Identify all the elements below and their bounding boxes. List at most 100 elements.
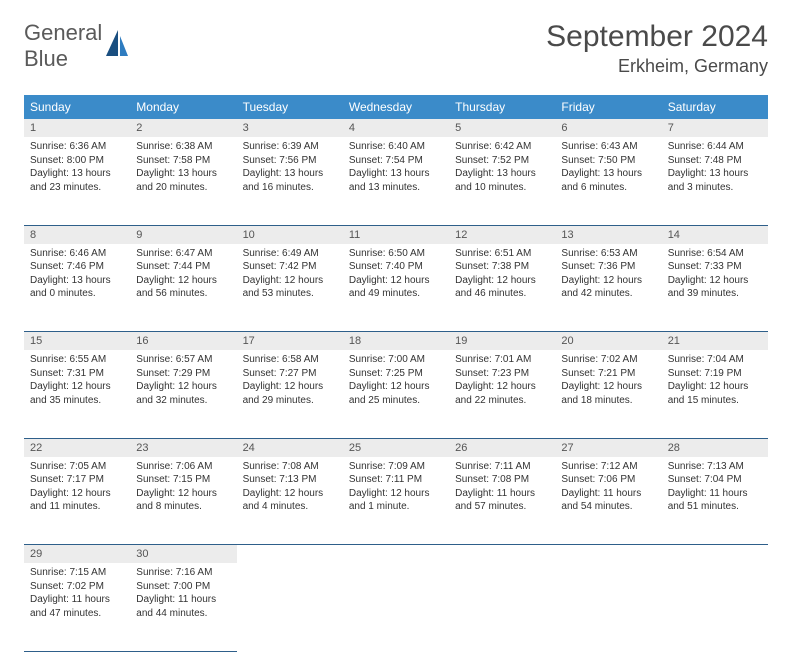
day-number-cell: 4	[343, 119, 449, 137]
day-cell: Sunrise: 6:54 AMSunset: 7:33 PMDaylight:…	[662, 244, 768, 332]
sunset-text: Sunset: 7:21 PM	[561, 367, 655, 381]
day-number-cell	[662, 545, 768, 564]
sunset-text: Sunset: 7:25 PM	[349, 367, 443, 381]
day-number-cell: 13	[555, 225, 661, 244]
day-content: Sunrise: 7:05 AMSunset: 7:17 PMDaylight:…	[24, 457, 130, 520]
sunset-text: Sunset: 7:00 PM	[136, 580, 230, 594]
day-number-cell: 3	[237, 119, 343, 137]
title-block: September 2024 Erkheim, Germany	[546, 20, 768, 77]
sunrise-text: Sunrise: 6:39 AM	[243, 140, 337, 154]
day-number-cell	[237, 545, 343, 564]
sunrise-text: Sunrise: 7:01 AM	[455, 353, 549, 367]
sunset-text: Sunset: 7:54 PM	[349, 154, 443, 168]
daylight-text: Daylight: 13 hours and 16 minutes.	[243, 167, 337, 194]
weekday-header: Tuesday	[237, 95, 343, 119]
day-number-cell: 12	[449, 225, 555, 244]
sunrise-text: Sunrise: 6:44 AM	[668, 140, 762, 154]
sunset-text: Sunset: 7:46 PM	[30, 260, 124, 274]
sunrise-text: Sunrise: 6:47 AM	[136, 247, 230, 261]
sunrise-text: Sunrise: 6:36 AM	[30, 140, 124, 154]
day-number-cell: 23	[130, 438, 236, 457]
daylight-text: Daylight: 11 hours and 57 minutes.	[455, 487, 549, 514]
day-number-cell: 28	[662, 438, 768, 457]
day-cell: Sunrise: 6:46 AMSunset: 7:46 PMDaylight:…	[24, 244, 130, 332]
sunrise-text: Sunrise: 6:53 AM	[561, 247, 655, 261]
sunrise-text: Sunrise: 7:16 AM	[136, 566, 230, 580]
sunrise-text: Sunrise: 7:09 AM	[349, 460, 443, 474]
day-number-cell: 22	[24, 438, 130, 457]
day-content: Sunrise: 6:38 AMSunset: 7:58 PMDaylight:…	[130, 137, 236, 200]
header: General Blue September 2024 Erkheim, Ger…	[24, 20, 768, 77]
sunset-text: Sunset: 7:15 PM	[136, 473, 230, 487]
sunrise-text: Sunrise: 6:50 AM	[349, 247, 443, 261]
day-content: Sunrise: 6:44 AMSunset: 7:48 PMDaylight:…	[662, 137, 768, 200]
daynum-row: 891011121314	[24, 225, 768, 244]
day-cell: Sunrise: 7:02 AMSunset: 7:21 PMDaylight:…	[555, 350, 661, 438]
day-content: Sunrise: 6:57 AMSunset: 7:29 PMDaylight:…	[130, 350, 236, 413]
day-cell: Sunrise: 6:44 AMSunset: 7:48 PMDaylight:…	[662, 137, 768, 225]
daynum-row: 2930	[24, 545, 768, 564]
day-cell: Sunrise: 6:43 AMSunset: 7:50 PMDaylight:…	[555, 137, 661, 225]
sunrise-text: Sunrise: 7:04 AM	[668, 353, 762, 367]
day-number-cell	[555, 545, 661, 564]
sunrise-text: Sunrise: 7:15 AM	[30, 566, 124, 580]
sunrise-text: Sunrise: 6:51 AM	[455, 247, 549, 261]
day-number-cell: 19	[449, 332, 555, 351]
day-content: Sunrise: 6:50 AMSunset: 7:40 PMDaylight:…	[343, 244, 449, 307]
daylight-text: Daylight: 11 hours and 51 minutes.	[668, 487, 762, 514]
weekday-header: Monday	[130, 95, 236, 119]
day-cell: Sunrise: 6:51 AMSunset: 7:38 PMDaylight:…	[449, 244, 555, 332]
day-cell	[237, 563, 343, 651]
day-content: Sunrise: 6:39 AMSunset: 7:56 PMDaylight:…	[237, 137, 343, 200]
daylight-text: Daylight: 12 hours and 49 minutes.	[349, 274, 443, 301]
day-number-cell: 14	[662, 225, 768, 244]
day-number-cell: 6	[555, 119, 661, 137]
sunrise-text: Sunrise: 6:55 AM	[30, 353, 124, 367]
sunrise-text: Sunrise: 7:12 AM	[561, 460, 655, 474]
logo-general: General	[24, 20, 102, 45]
sunset-text: Sunset: 7:08 PM	[455, 473, 549, 487]
day-number-cell: 7	[662, 119, 768, 137]
daylight-text: Daylight: 11 hours and 54 minutes.	[561, 487, 655, 514]
day-cell: Sunrise: 6:55 AMSunset: 7:31 PMDaylight:…	[24, 350, 130, 438]
day-number-cell	[449, 545, 555, 564]
week-row: Sunrise: 7:05 AMSunset: 7:17 PMDaylight:…	[24, 457, 768, 545]
day-number-cell: 30	[130, 545, 236, 564]
day-number-cell: 24	[237, 438, 343, 457]
day-content: Sunrise: 7:06 AMSunset: 7:15 PMDaylight:…	[130, 457, 236, 520]
day-cell: Sunrise: 7:12 AMSunset: 7:06 PMDaylight:…	[555, 457, 661, 545]
day-content: Sunrise: 6:42 AMSunset: 7:52 PMDaylight:…	[449, 137, 555, 200]
sunrise-text: Sunrise: 6:57 AM	[136, 353, 230, 367]
sunrise-text: Sunrise: 7:02 AM	[561, 353, 655, 367]
sunset-text: Sunset: 7:38 PM	[455, 260, 549, 274]
sunset-text: Sunset: 7:13 PM	[243, 473, 337, 487]
day-cell: Sunrise: 7:00 AMSunset: 7:25 PMDaylight:…	[343, 350, 449, 438]
daylight-text: Daylight: 13 hours and 23 minutes.	[30, 167, 124, 194]
day-number-cell: 9	[130, 225, 236, 244]
daylight-text: Daylight: 12 hours and 39 minutes.	[668, 274, 762, 301]
sunrise-text: Sunrise: 7:13 AM	[668, 460, 762, 474]
daylight-text: Daylight: 12 hours and 1 minute.	[349, 487, 443, 514]
sunset-text: Sunset: 7:06 PM	[561, 473, 655, 487]
weekday-header: Sunday	[24, 95, 130, 119]
sunset-text: Sunset: 7:02 PM	[30, 580, 124, 594]
day-number-cell: 20	[555, 332, 661, 351]
day-content: Sunrise: 6:40 AMSunset: 7:54 PMDaylight:…	[343, 137, 449, 200]
day-cell: Sunrise: 6:36 AMSunset: 8:00 PMDaylight:…	[24, 137, 130, 225]
location: Erkheim, Germany	[546, 56, 768, 77]
day-content: Sunrise: 7:04 AMSunset: 7:19 PMDaylight:…	[662, 350, 768, 413]
sunset-text: Sunset: 7:33 PM	[668, 260, 762, 274]
day-number-cell: 17	[237, 332, 343, 351]
sunrise-text: Sunrise: 6:43 AM	[561, 140, 655, 154]
day-number-cell: 29	[24, 545, 130, 564]
day-number-cell: 26	[449, 438, 555, 457]
day-cell: Sunrise: 7:01 AMSunset: 7:23 PMDaylight:…	[449, 350, 555, 438]
daylight-text: Daylight: 12 hours and 25 minutes.	[349, 380, 443, 407]
daylight-text: Daylight: 13 hours and 3 minutes.	[668, 167, 762, 194]
day-cell: Sunrise: 6:39 AMSunset: 7:56 PMDaylight:…	[237, 137, 343, 225]
sunrise-text: Sunrise: 7:00 AM	[349, 353, 443, 367]
day-content: Sunrise: 7:16 AMSunset: 7:00 PMDaylight:…	[130, 563, 236, 626]
day-cell: Sunrise: 6:47 AMSunset: 7:44 PMDaylight:…	[130, 244, 236, 332]
sunset-text: Sunset: 7:40 PM	[349, 260, 443, 274]
daylight-text: Daylight: 11 hours and 47 minutes.	[30, 593, 124, 620]
